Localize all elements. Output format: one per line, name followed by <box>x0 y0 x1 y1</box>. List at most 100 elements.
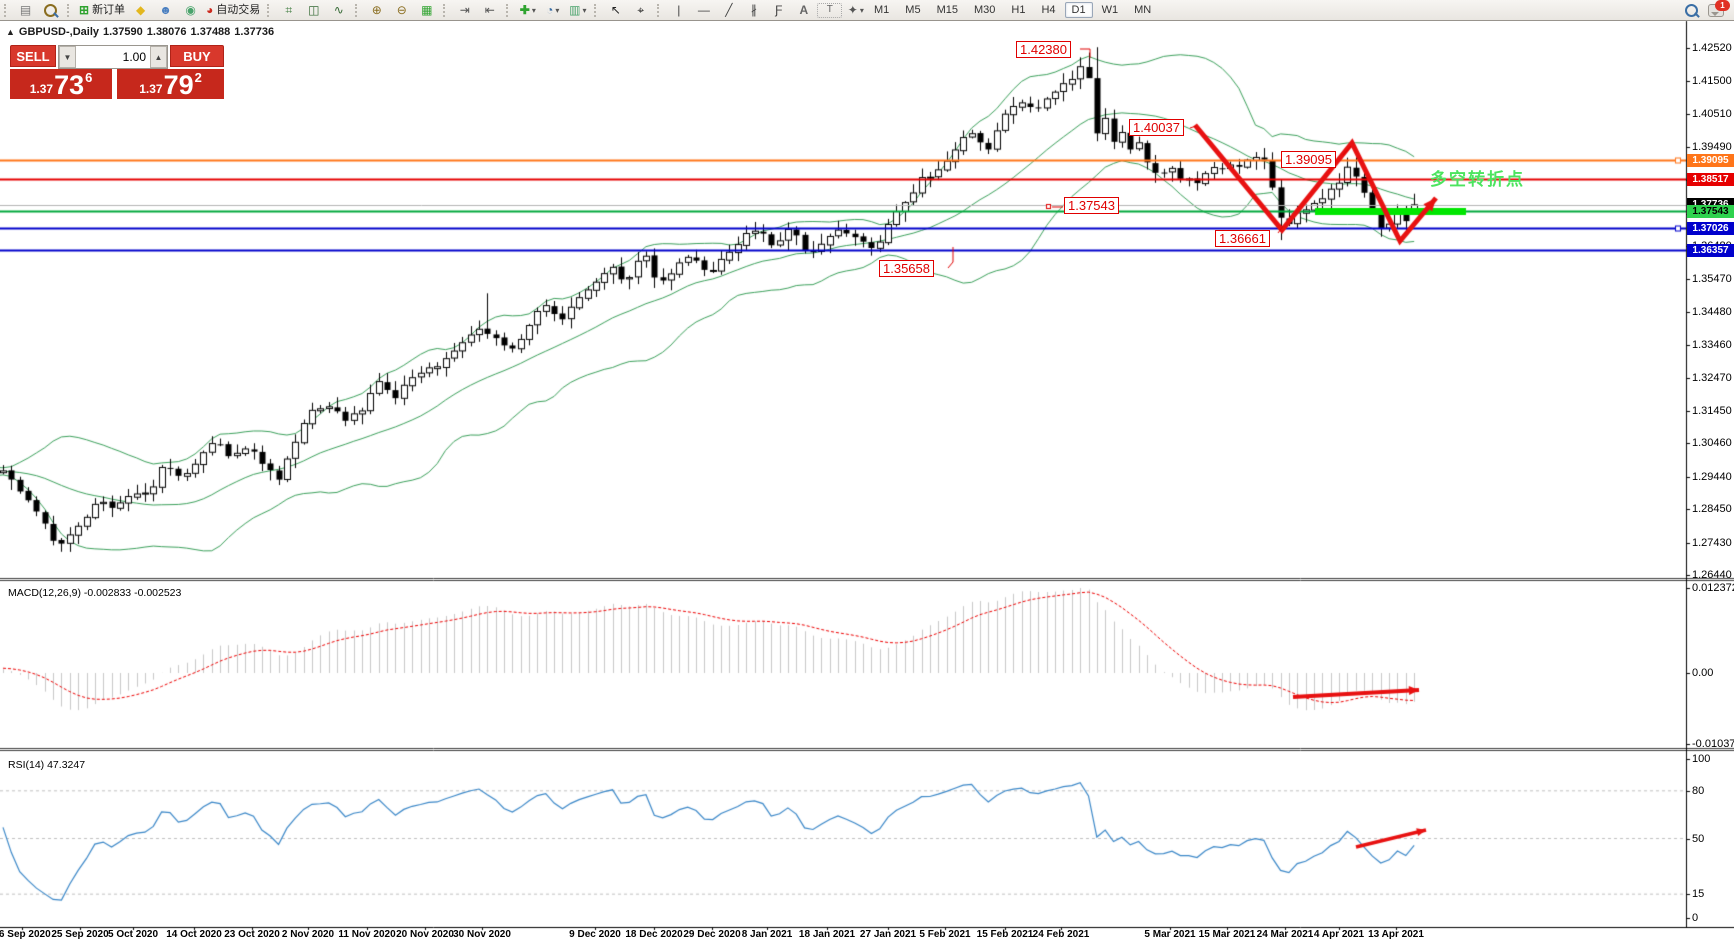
vline-tool[interactable]: | <box>677 2 681 17</box>
volume-down-button[interactable]: ▼ <box>59 46 76 68</box>
price-axis-tick: 1.28450 <box>1692 503 1732 516</box>
charts-list-icon[interactable]: ▤ <box>19 2 32 17</box>
price-axis-tick: 1.39490 <box>1692 141 1732 154</box>
date-axis-label: 13 Apr 2021 <box>1368 929 1424 940</box>
candlestick-chart-icon[interactable]: ◫ <box>308 2 320 17</box>
metaeditor-icon[interactable]: ◆ <box>135 2 146 17</box>
price-callout-box[interactable]: 1.42380 <box>1016 41 1071 58</box>
data-window-icon[interactable] <box>39 2 62 19</box>
profile-icon[interactable]: ☻ <box>159 2 172 17</box>
buy-price-panel[interactable]: 1.37 79 2 <box>117 69 224 99</box>
timeframe-m5[interactable]: M5 <box>905 4 921 16</box>
chart-shift-icon[interactable]: ⇤ <box>484 2 495 17</box>
text-tool[interactable]: A <box>799 2 809 17</box>
timeframe-m1[interactable]: M1 <box>874 4 890 16</box>
chart-title: ▲ GBPUSD-,Daily 1.37590 1.38076 1.37488 1.377… <box>6 26 278 38</box>
autotrading-icon: ◕ <box>206 2 214 17</box>
date-axis-label: 8 Jan 2021 <box>741 929 793 940</box>
date-axis-label: 5 Feb 2021 <box>919 929 971 940</box>
timeframe-m30[interactable]: M30 <box>973 4 996 16</box>
plus-doc-icon: ⊞ <box>79 2 90 17</box>
date-axis-label: 9 Dec 2020 <box>569 929 621 940</box>
new-order-label: 新订单 <box>92 3 126 16</box>
price-callout-box[interactable]: 1.37543 <box>1064 197 1119 214</box>
search-icon[interactable] <box>1685 3 1698 17</box>
notifications-icon[interactable]: 1 <box>1708 0 1730 17</box>
low-value: 1.37488 <box>190 26 231 38</box>
date-axis-label: 5 Mar 2021 <box>1144 929 1196 940</box>
date-axis-label: 2 Nov 2020 <box>281 929 335 940</box>
zoom-in-button[interactable]: ⊕ <box>371 2 382 17</box>
date-axis-label: 5 Oct 2020 <box>107 929 159 940</box>
template-icon: ▥ <box>569 2 581 17</box>
timeframe-d1[interactable]: D1 <box>1064 2 1093 18</box>
toolbar-right: 1 <box>1685 0 1730 20</box>
hline-tool[interactable]: — <box>697 2 710 17</box>
shapes-tool[interactable]: ✦ ▾ <box>844 2 867 19</box>
notification-badge: 1 <box>1715 0 1730 11</box>
crosshair-tool[interactable]: ⌖ <box>637 2 645 17</box>
sell-price-base: 1.37 <box>29 82 54 96</box>
open-value: 1.37590 <box>103 26 143 38</box>
line-chart-icon[interactable]: ∿ <box>333 2 344 17</box>
timeframe-toolbar: M1 M5 M15 M30 H1 H4 D1 W1 MN <box>866 1 1159 19</box>
timeframe-h1[interactable]: H1 <box>1011 4 1026 16</box>
date-axis-label: 25 Sep 2020 <box>51 929 109 940</box>
clock-icon: ◔ <box>546 2 554 17</box>
macd-axis-tick: -0.010374 <box>1692 738 1734 751</box>
add-indicator-button[interactable]: ✚ ▾ <box>516 2 539 19</box>
trendline-tool[interactable]: ╱ <box>725 2 733 17</box>
date-axis-label: 24 Feb 2021 <box>1032 929 1090 940</box>
collapse-arrow-icon[interactable]: ▲ <box>6 27 15 37</box>
chevron-down-icon: ▾ <box>555 5 560 15</box>
date-axis-label: 24 Mar 2021 <box>1256 929 1314 940</box>
fibonacci-tool[interactable]: Ƒ <box>775 2 783 17</box>
price-level-badge: 1.38517 <box>1687 172 1734 186</box>
tile-windows-icon[interactable]: ▦ <box>421 2 433 17</box>
autotrading-button[interactable]: ◕ 自动交易 <box>204 2 262 19</box>
period-selector-button[interactable]: ◔ ▾ <box>541 2 564 19</box>
price-callout-box[interactable]: 1.36661 <box>1215 230 1270 247</box>
date-axis-label: 29 Dec 2020 <box>683 929 741 940</box>
toolbar-grip <box>355 3 361 17</box>
price-callout-box[interactable]: 1.40037 <box>1129 119 1184 136</box>
timeframe-h4[interactable]: H4 <box>1041 4 1056 16</box>
new-order-button[interactable]: ⊞ 新订单 <box>77 2 127 19</box>
chevron-down-icon: ▾ <box>531 5 536 15</box>
auto-scroll-icon[interactable]: ⇥ <box>459 2 470 17</box>
template-button[interactable]: ▥ ▾ <box>566 2 589 19</box>
timeframe-w1[interactable]: W1 <box>1101 4 1119 16</box>
price-callout-box[interactable]: 1.35658 <box>879 260 934 277</box>
bull-bear-turning-point-note[interactable]: 多空转折点 <box>1430 170 1525 189</box>
one-click-trading-widget: SELL ▼ ▲ BUY 1.37 73 6 1.37 79 2 <box>10 45 224 99</box>
cursor-tool[interactable]: ↖ <box>610 2 621 17</box>
green-plus-icon: ✚ <box>519 2 530 17</box>
signals-icon[interactable]: ◉ <box>185 2 196 17</box>
price-axis-tick: 1.33460 <box>1692 339 1732 352</box>
volume-input[interactable] <box>76 46 150 68</box>
buy-button[interactable]: BUY <box>170 45 224 67</box>
sell-button[interactable]: SELL <box>10 45 56 67</box>
date-axis-label: 27 Jan 2021 <box>859 929 917 940</box>
sell-price-sup: 6 <box>85 70 93 85</box>
label-tool[interactable]: T <box>817 2 843 18</box>
timeframe-m15[interactable]: M15 <box>936 4 958 16</box>
price-axis-tick: 1.35470 <box>1692 273 1732 286</box>
buy-price-sup: 2 <box>194 70 202 85</box>
chevron-down-icon: ▾ <box>582 5 587 15</box>
autotrading-label: 自动交易 <box>216 3 261 16</box>
timeframe-mn[interactable]: MN <box>1134 4 1152 16</box>
date-axis-label: 18 Jan 2021 <box>798 929 856 940</box>
volume-up-button[interactable]: ▲ <box>150 46 167 68</box>
price-callout-box[interactable]: 1.39095 <box>1281 151 1336 168</box>
bar-chart-icon[interactable]: ⌗ <box>285 2 293 17</box>
toolbar-grip <box>67 3 73 17</box>
rsi-axis-tick: 0 <box>1692 912 1699 924</box>
sell-price-panel[interactable]: 1.37 73 6 <box>10 69 113 99</box>
zoom-out-button[interactable]: ⊖ <box>396 2 407 17</box>
date-axis-label: 20 Nov 2020 <box>396 929 454 940</box>
channel-tool[interactable]: ∦ <box>750 2 757 17</box>
date-axis-label: 14 Oct 2020 <box>166 929 222 940</box>
toolbar-grip <box>657 3 663 17</box>
